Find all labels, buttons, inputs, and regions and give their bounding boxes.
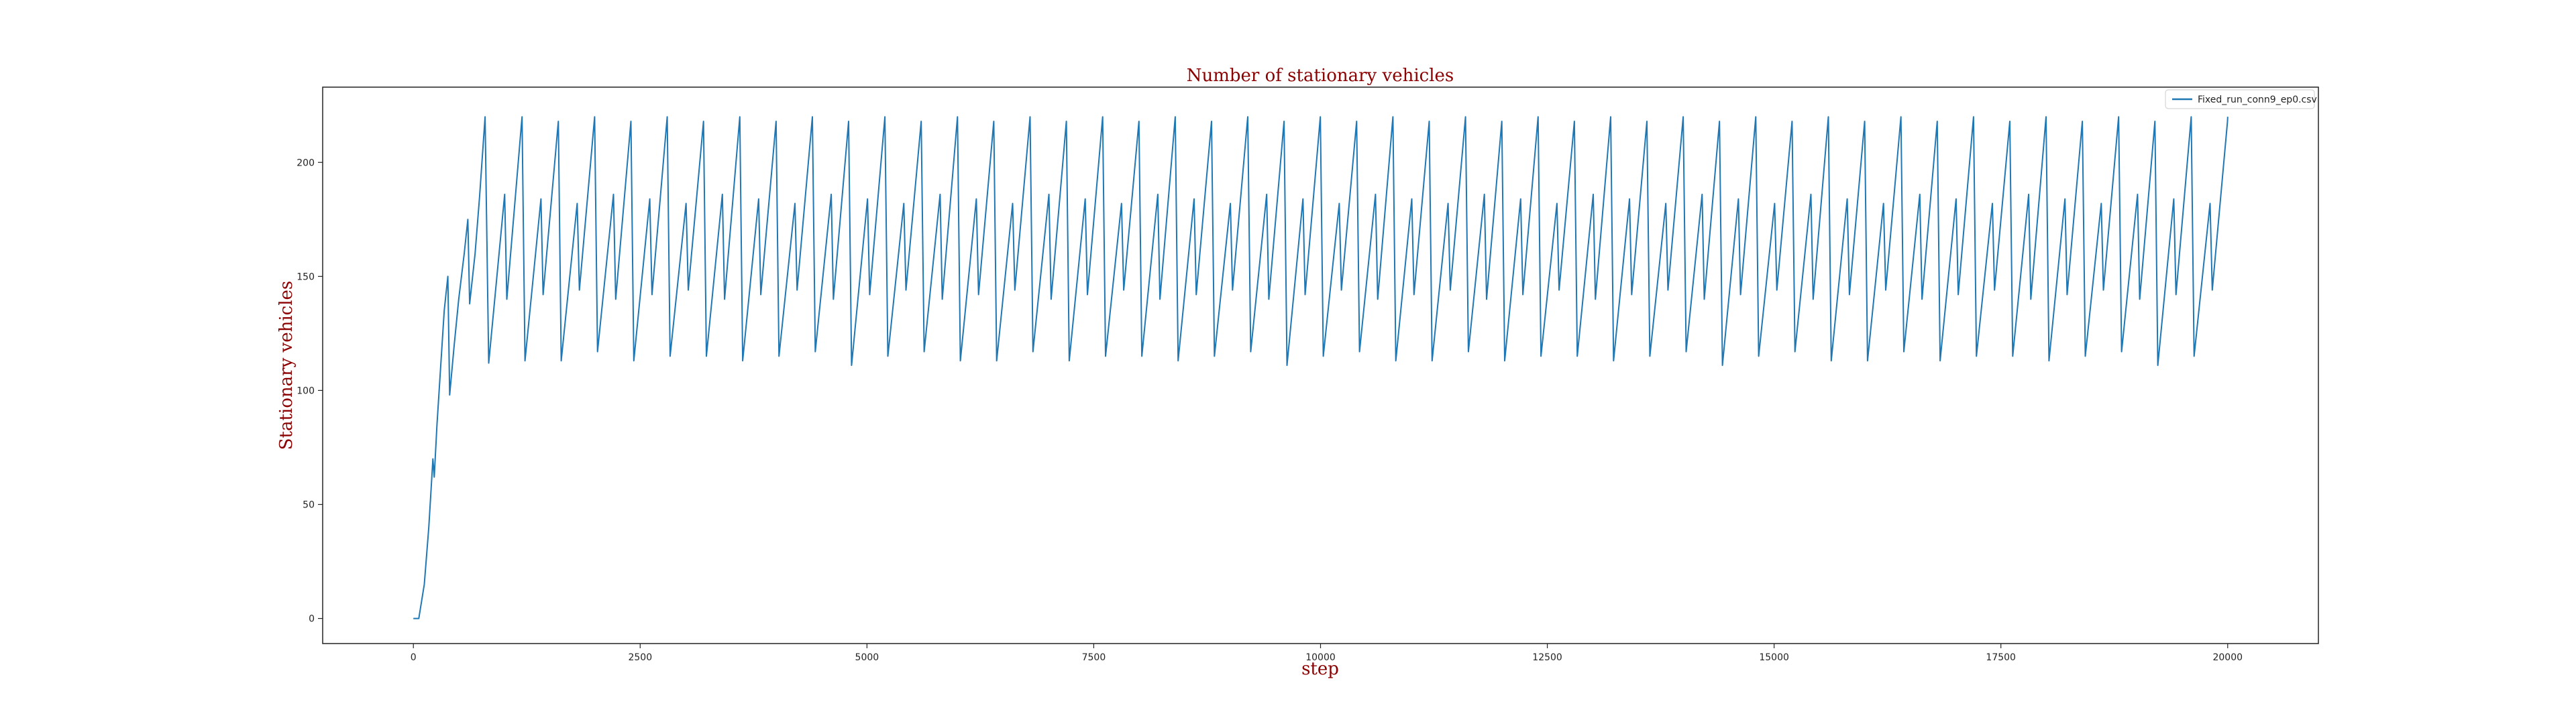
x-tick-label: 5000	[855, 652, 879, 663]
x-axis-label: step	[1301, 659, 1339, 679]
x-tick-label: 2500	[628, 652, 652, 663]
y-tick-label: 0	[309, 614, 315, 625]
legend-box	[2165, 89, 2315, 109]
y-axis: 0 50 100 150 200	[297, 158, 323, 625]
y-tick-label: 100	[297, 385, 315, 396]
y-tick-label: 200	[297, 158, 315, 168]
y-tick-label: 50	[303, 500, 315, 511]
chart-title: Number of stationary vehicles	[1187, 66, 1454, 86]
x-tick-label: 12500	[1532, 652, 1562, 663]
x-tick-label: 0	[411, 652, 417, 663]
x-tick-label: 15000	[1759, 652, 1789, 663]
series-line	[413, 116, 2229, 619]
x-tick-label: 20000	[2212, 652, 2243, 663]
y-axis-label: Stationary vehicles	[276, 281, 297, 450]
y-tick-label: 150	[297, 272, 315, 282]
plot-area: 0 2500 5000 7500 10000 12500 15000 17500 20000 0…	[297, 86, 2319, 663]
x-tick-label: 10000	[1305, 652, 1336, 663]
legend: Fixed_run_conn9_ep0.csv	[2165, 89, 2317, 109]
x-tick-label: 7500	[1082, 652, 1106, 663]
legend-label: Fixed_run_conn9_ep0.csv	[2198, 95, 2317, 105]
x-axis: 0 2500 5000 7500 10000 12500 15000 17500 20000	[411, 644, 2243, 663]
x-tick-label: 17500	[1986, 652, 2016, 663]
